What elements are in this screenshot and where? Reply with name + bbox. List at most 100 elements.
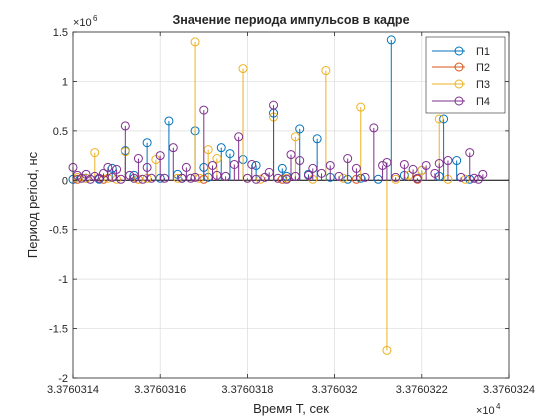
stem-marker — [225, 149, 235, 159]
legend-label-p3: П3 — [476, 79, 490, 91]
stem-marker — [325, 160, 335, 170]
stem-marker — [360, 172, 370, 182]
y-multiplier-exponent: 6 — [93, 14, 98, 23]
stem-marker — [434, 114, 444, 124]
stem-marker — [133, 154, 143, 164]
stem-marker — [142, 138, 152, 148]
stem-marker — [465, 148, 475, 158]
stem-marker — [103, 162, 113, 172]
stem-marker — [234, 132, 244, 142]
legend: П1 П2 П3 П4 — [425, 36, 506, 114]
chart-title: Значение периода импульсов в кадре — [172, 13, 409, 27]
legend-label-p1: П1 — [476, 46, 490, 58]
stem-marker — [434, 158, 444, 168]
y-tick-label: 0.5 — [53, 126, 68, 138]
stem-marker — [412, 173, 422, 183]
y-tick-label: -2 — [58, 373, 68, 385]
stem-marker — [164, 116, 174, 126]
axis-ticks: 3.3760314 3.3760316 3.3760318 3.376032 3.376… — [47, 27, 535, 396]
stem-marker — [469, 173, 479, 183]
stem-marker — [321, 66, 331, 76]
y-tick-label: -1.5 — [49, 324, 68, 336]
x-tick-label: 3.3760324 — [483, 384, 535, 396]
legend-label-p4: П4 — [476, 96, 490, 108]
legend-label-p2: П2 — [476, 62, 490, 74]
y-multiplier-base: ×10 — [73, 17, 92, 29]
stem-marker — [295, 124, 305, 134]
stem-marker — [273, 173, 283, 183]
stem-marker — [146, 173, 156, 183]
stem-marker — [190, 37, 200, 47]
legend-entry-p2: П2 — [432, 62, 490, 74]
stem-marker — [295, 156, 305, 166]
stem-marker — [290, 132, 300, 142]
stem-marker — [120, 121, 130, 131]
stem-marker — [269, 100, 279, 110]
stem-marker — [382, 345, 392, 355]
stem-marker — [408, 164, 418, 174]
x-multiplier-exponent: 4 — [496, 402, 501, 411]
stem-marker — [212, 170, 222, 180]
stem-marker — [351, 163, 361, 173]
stem-marker — [308, 163, 318, 173]
x-multiplier-base: ×10 — [476, 405, 495, 417]
stem-marker — [369, 123, 379, 133]
stem-marker — [168, 143, 178, 153]
stem-marker — [391, 172, 401, 182]
stem-marker — [238, 64, 248, 74]
stem-marker — [312, 134, 322, 144]
legend-entry-p4: П4 — [432, 96, 490, 108]
legend-marker-p3 — [454, 79, 464, 89]
y-axis-label: Период period, нс — [25, 151, 40, 258]
legend-marker-p4 — [454, 96, 464, 106]
y-tick-label: -0.5 — [49, 225, 68, 237]
stem-marker — [452, 156, 462, 166]
stem-marker — [317, 168, 327, 178]
stem-marker — [160, 173, 170, 183]
x-tick-label: 3.3760318 — [221, 384, 273, 396]
legend-marker-p2 — [454, 62, 464, 72]
y-tick-label: 0 — [62, 175, 68, 187]
stem-marker — [277, 163, 287, 173]
stem-marker — [181, 162, 191, 172]
stem-marker — [90, 148, 100, 158]
y-tick-label: 1 — [62, 76, 68, 88]
stem-marker — [251, 174, 261, 184]
stem-marker — [142, 162, 152, 172]
y-tick-label: -1 — [58, 274, 68, 286]
legend-entry-p3: П3 — [432, 79, 490, 91]
stem-marker — [247, 159, 257, 169]
stem-marker — [155, 151, 165, 161]
plot-frame — [72, 31, 510, 379]
legend-entry-p1: П1 — [432, 46, 490, 58]
stem-marker — [221, 171, 231, 181]
stem-marker — [90, 171, 100, 181]
stem-marker — [343, 154, 353, 164]
y-multiplier: ×10 6 — [73, 14, 98, 29]
stem-marker — [208, 160, 218, 170]
x-tick-label: 3.376032 — [312, 384, 358, 396]
stem-marker — [190, 172, 200, 182]
stem-marker — [212, 154, 222, 164]
series-p4 — [68, 100, 488, 184]
stem-marker — [286, 150, 296, 160]
stem-marker — [386, 35, 396, 45]
stem-marker — [112, 164, 122, 174]
stem-marker — [478, 169, 488, 179]
stem-marker — [399, 159, 409, 169]
x-axis-label: Время T, сек — [253, 401, 329, 416]
x-tick-label: 3.3760322 — [396, 384, 448, 396]
stem-marker — [216, 143, 226, 153]
stem-marker — [421, 160, 431, 170]
stem-marker — [456, 172, 466, 182]
x-tick-label: 3.3760314 — [47, 384, 99, 396]
stem-marker — [199, 105, 209, 115]
stem-marker — [356, 102, 366, 112]
legend-box — [425, 36, 506, 114]
x-tick-label: 3.3760316 — [134, 384, 186, 396]
stem-marker — [382, 157, 392, 167]
stem-marker — [443, 156, 453, 166]
stem-marker — [334, 171, 344, 181]
y-tick-label: 1.5 — [53, 27, 68, 39]
